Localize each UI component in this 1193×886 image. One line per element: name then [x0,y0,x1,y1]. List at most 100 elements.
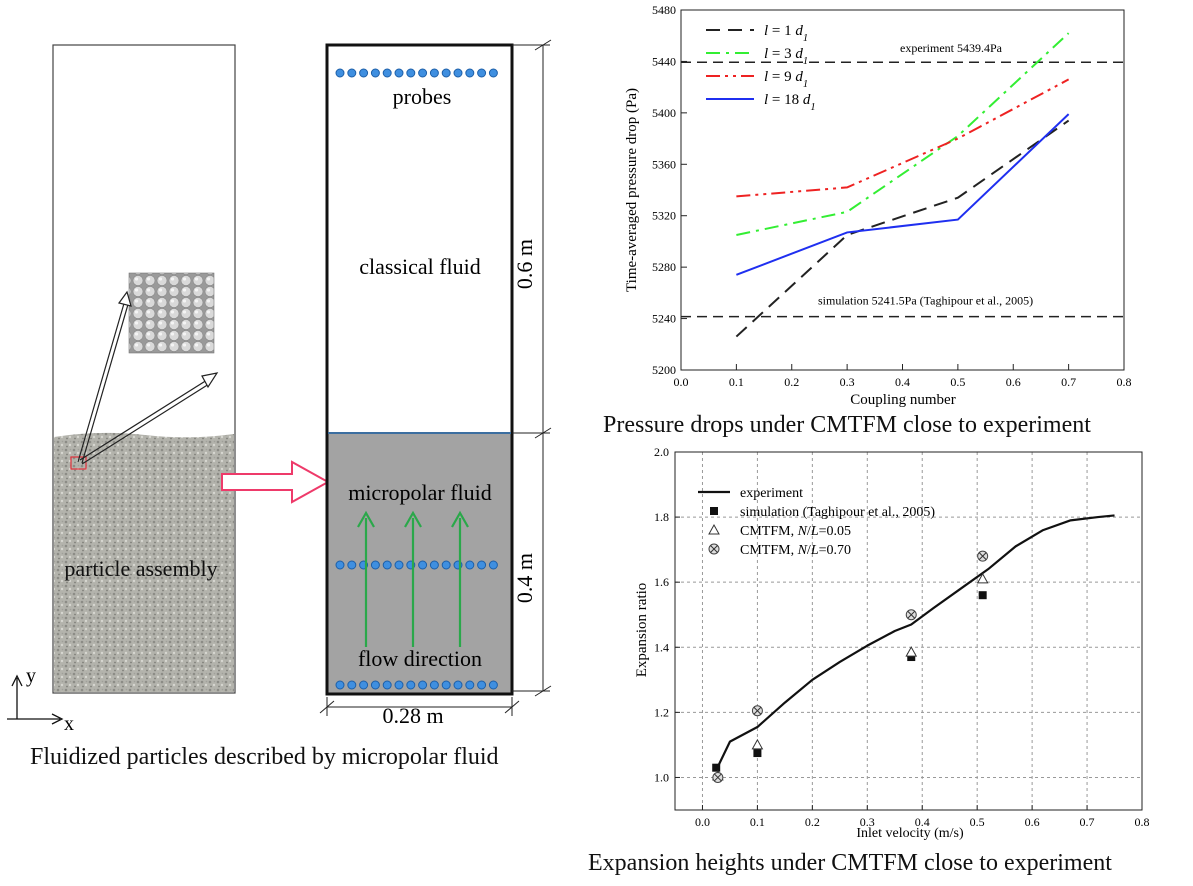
width-label: 0.28 m [382,703,443,728]
y-tick-label: 5320 [652,209,676,223]
probe-dot [359,680,369,690]
data-point [753,749,762,758]
particle-assembly-label: particle assembly [64,556,217,581]
legend-swatch [708,523,720,535]
y-tick-label: 1.0 [654,770,669,784]
reference-lines: experiment 5439.4Pa simulation 5241.5Pa (… [681,41,1124,318]
y-tick-label: 5280 [652,260,676,274]
probe-dot [394,680,404,690]
x-tick-label: 0.1 [750,815,765,829]
x-tick-label: 0.5 [970,815,985,829]
series-marks [712,514,1115,783]
legend-label: experiment [740,486,803,501]
series-line [736,32,1070,236]
height-bottom-label: 0.4 m [512,553,537,603]
probe-dot [477,68,487,78]
probe-dot [429,560,439,570]
legend-swatch [708,543,720,555]
x-tick-label: 0.0 [674,375,689,389]
experiment-line [712,514,1115,769]
probe-dot [382,560,392,570]
probe-dot [441,68,451,78]
x-tick-label: 0.1 [729,375,744,389]
probe-dot [382,68,392,78]
legend-label: l = 3 d1 [764,46,808,67]
flow-direction-label: flow direction [358,646,482,671]
left-diagram: particle assembly y x probes classical f… [7,39,552,735]
probe-dot [429,68,439,78]
series-line [736,78,1070,198]
particle-bed [54,432,234,692]
pressure-chart-caption: Pressure drops under CMTFM close to expe… [603,412,1091,438]
probe-dot [347,68,357,78]
y-tick-label: 5360 [652,157,676,171]
probes-label: probes [393,84,452,109]
probe-dot [418,68,428,78]
x-tick-label: 0.4 [895,375,910,389]
probe-dot [394,68,404,78]
probe-dot [335,68,345,78]
legend-label: CMTFM, N/L=0.05 [740,524,851,539]
probes-row-bottom [335,680,498,690]
probe-dot [406,68,416,78]
y-tick-label: 5240 [652,312,676,326]
probe-dot [441,680,451,690]
probe-dot [347,560,357,570]
pressure-drop-chart: 0.0 0.1 0.2 0.3 0.4 0.5 0.6 0.7 0.8 5200 5240 5280 5… [624,3,1132,408]
x-tick-label: 0.2 [784,375,799,389]
probe-dot [335,680,345,690]
data-point [977,550,989,562]
left-caption: Fluidized particles described by micropo… [30,744,499,770]
y-tick-label: 1.4 [654,640,669,654]
x-tick-label: 0.6 [1025,815,1040,829]
data-point [907,653,916,662]
series-line [735,119,1070,338]
zoom-arrows [77,290,219,465]
y-axis-label: Time-averaged pressure drop (Pa) [624,88,640,292]
x-tick-label: 0.6 [1006,375,1021,389]
y-tick-label: 5480 [652,3,676,17]
data-point [976,572,989,584]
probe-dot [370,680,380,690]
x-tick-label: 0.8 [1135,815,1150,829]
probe-dot [370,560,380,570]
probe-dot [488,680,498,690]
probe-dot [477,680,487,690]
y-tick-label: 1.6 [654,575,669,589]
probe-dot [453,68,463,78]
data-point [905,646,918,657]
legend-label: CMTFM, N/L=0.70 [740,543,851,558]
expansion-chart-caption: Expansion heights under CMTFM close to e… [588,850,1112,876]
y-tick-label: 5400 [652,106,676,120]
x-tick-label: 0.2 [805,815,820,829]
axis-x-label: x [64,713,74,735]
y-tick-label: 1.8 [654,510,669,524]
probe-dot [453,680,463,690]
probe-dot [359,68,369,78]
probe-dot [382,680,392,690]
data-point [751,738,764,750]
reference-label: experiment 5439.4Pa [900,41,1003,55]
x-axis-label: Inlet velocity (m/s) [856,826,964,841]
height-top-label: 0.6 m [512,239,537,289]
data-point [751,705,763,717]
probes-row-middle [335,560,498,570]
legend-swatch [710,507,718,515]
data-point [905,609,917,621]
probe-dot [465,68,475,78]
x-axis-label: Coupling number [850,392,955,408]
probe-dot [335,560,345,570]
legend-label: l = 1 d1 [764,23,808,44]
mapping-arrow [221,460,331,504]
probe-dot [465,560,475,570]
probes-row-top [335,68,498,78]
y-tick-label: 5200 [652,363,676,377]
probe-dot [347,680,357,690]
legend-label: l = 18 d1 [764,92,816,113]
probe-dot [441,560,451,570]
fluid-domain-outline [325,43,514,696]
x-tick-label: 0.4 [915,815,930,829]
axis-y-label: y [26,665,36,687]
dimension-lines [319,39,552,716]
plot-frame [674,451,1143,811]
